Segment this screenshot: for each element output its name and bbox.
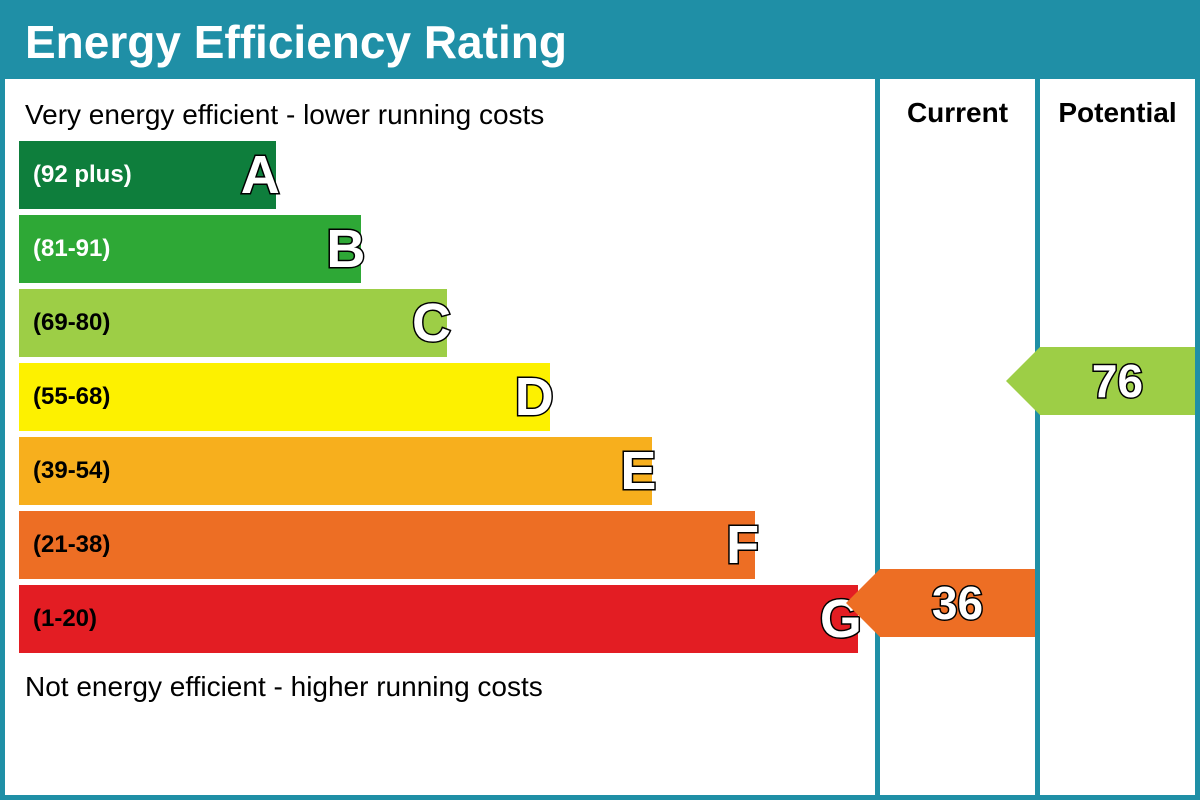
epc-chart: Energy Efficiency Rating Very energy eff… <box>0 0 1200 800</box>
band-letter: E <box>620 440 656 502</box>
marker-arrow-icon <box>1006 347 1040 415</box>
band-bar: (39-54)E <box>19 437 652 505</box>
marker-current: 36 <box>846 569 1035 637</box>
band-range: (39-54) <box>19 457 110 485</box>
marker-value: 76 <box>1040 347 1195 415</box>
rating-band-c: (69-80) C <box>19 289 875 357</box>
band-range: (69-80) <box>19 309 110 337</box>
band-bar: (81-91)B <box>19 215 361 283</box>
band-bar: (92 plus)A <box>19 141 276 209</box>
band-letter: B <box>326 218 365 280</box>
band-range: (55-68) <box>19 383 110 411</box>
current-column: Current 36 <box>875 79 1035 795</box>
top-note: Very energy efficient - lower running co… <box>19 93 875 141</box>
band-letter: A <box>241 144 280 206</box>
bottom-note: Not energy efficient - higher running co… <box>19 653 875 713</box>
band-bar: (21-38)F <box>19 511 755 579</box>
chart-body: Very energy efficient - lower running co… <box>5 79 1195 795</box>
band-range: (1-20) <box>19 605 97 633</box>
band-letter: C <box>412 292 451 354</box>
rating-band-b: (81-91) B <box>19 215 875 283</box>
marker-value: 36 <box>880 569 1035 637</box>
rating-band-d: (55-68) D <box>19 363 875 431</box>
band-bar: (1-20)G <box>19 585 858 653</box>
marker-arrow-icon <box>846 569 880 637</box>
band-letter: D <box>515 366 554 428</box>
band-range: (21-38) <box>19 531 110 559</box>
rating-band-a: (92 plus) A <box>19 141 875 209</box>
current-header: Current <box>880 79 1035 139</box>
chart-title: Energy Efficiency Rating <box>5 5 1195 79</box>
rating-bands: (92 plus) A (81-91) B (69-80) C (55-68) D (39-54… <box>19 141 875 653</box>
rating-band-e: (39-54) E <box>19 437 875 505</box>
potential-header: Potential <box>1040 79 1195 139</box>
rating-band-f: (21-38) F <box>19 511 875 579</box>
marker-potential: 76 <box>1006 347 1195 415</box>
band-range: (92 plus) <box>19 161 132 189</box>
band-range: (81-91) <box>19 235 110 263</box>
band-bar: (55-68)D <box>19 363 550 431</box>
rating-band-g: (1-20)G <box>19 585 875 653</box>
potential-column: Potential 76 <box>1035 79 1195 795</box>
band-letter: F <box>726 514 759 576</box>
bands-column: Very energy efficient - lower running co… <box>5 79 875 795</box>
band-bar: (69-80)C <box>19 289 447 357</box>
